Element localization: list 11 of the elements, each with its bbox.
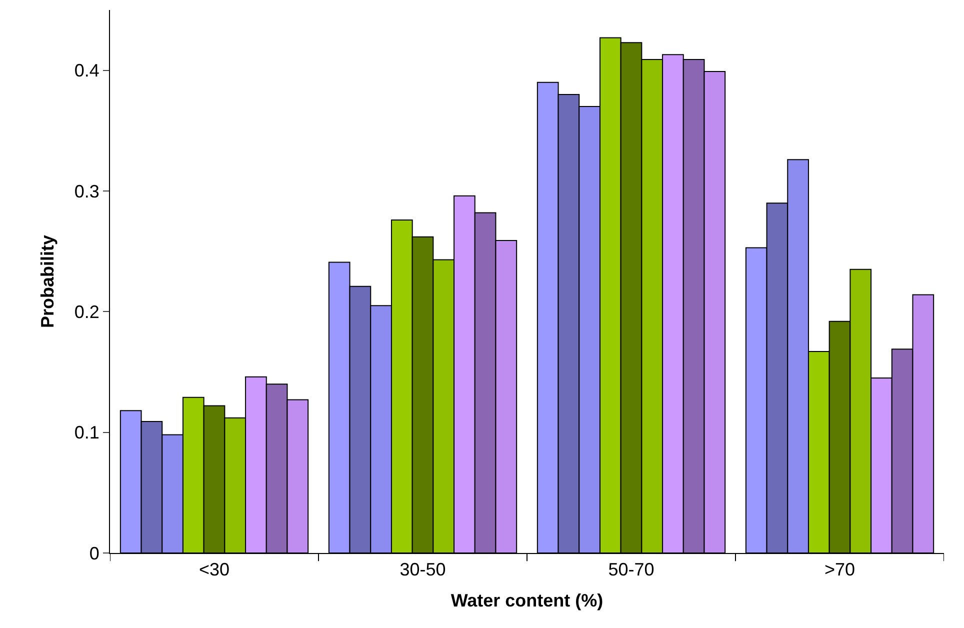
y-tick-label: 0 [89,543,100,564]
y-tick-label: 0.4 [74,60,100,81]
x-tick-label: 50-70 [608,560,654,580]
y-tick-label: 0.2 [74,302,100,322]
x-tick-label: >70 [824,560,856,580]
x-axis-title: Water content (%) [450,590,604,611]
y-axis-title: Probability [38,234,58,328]
y-tick-label: 0.3 [74,181,100,202]
x-tick-label: 30-50 [400,560,446,580]
x-tick-label: <30 [198,560,230,580]
y-tick-label: 0.1 [74,422,100,443]
